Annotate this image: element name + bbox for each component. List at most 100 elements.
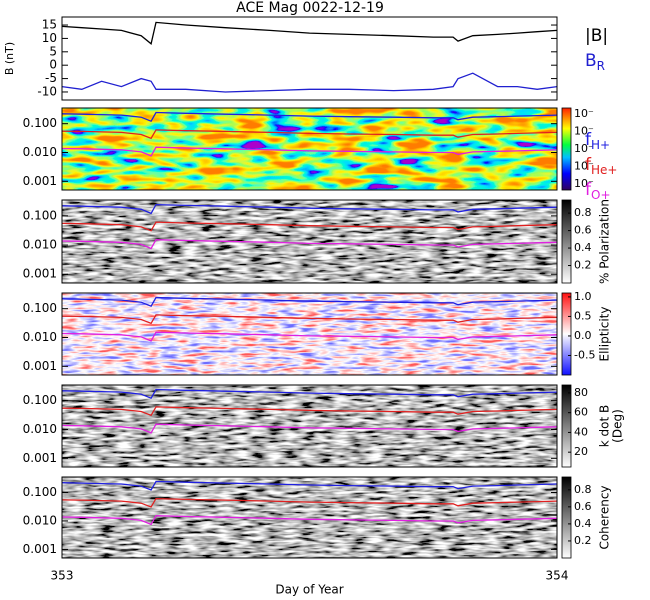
colorbar bbox=[561, 476, 572, 559]
colorbar-tick-label: 10⁻ bbox=[574, 125, 594, 138]
colorbar-tick-label: 10⁻ bbox=[574, 107, 594, 120]
y-tick-label: 0.001 bbox=[23, 451, 57, 465]
frequency-line bbox=[61, 239, 558, 250]
y-tick-label: 10 bbox=[42, 31, 57, 45]
colorbar bbox=[561, 292, 572, 376]
legend-subscript: R bbox=[597, 59, 605, 73]
y-tick-label: 15 bbox=[42, 18, 57, 32]
colorbar-tick-label: 0.2 bbox=[574, 259, 592, 272]
plot-frame bbox=[61, 107, 558, 191]
frequency-line bbox=[61, 146, 558, 157]
legend-label: B bbox=[585, 51, 597, 71]
spectrogram-texture bbox=[62, 108, 557, 190]
series-line bbox=[61, 21, 558, 45]
chart-title: ACE Mag 0022-12-19 bbox=[236, 0, 384, 16]
y-tick-label: 0.001 bbox=[23, 174, 57, 188]
frequency-line bbox=[61, 480, 558, 491]
colorbar-label: k dot B bbox=[598, 405, 612, 447]
legend-label: |B| bbox=[585, 26, 608, 46]
y-tick-label: -5 bbox=[45, 71, 57, 85]
colorbar-label: Coherency bbox=[598, 485, 612, 549]
colorbar-tick-label: 0.4 bbox=[574, 517, 592, 530]
frequency-line bbox=[61, 331, 558, 342]
colorbar-tick-label: 0.5 bbox=[574, 309, 592, 322]
legend-entry: fO+ bbox=[585, 180, 611, 202]
colorbar-tick-label: 0.8 bbox=[574, 206, 592, 219]
y-tick-label: 0.001 bbox=[23, 267, 57, 281]
colorbar bbox=[561, 107, 572, 191]
x-tick-label: 354 bbox=[546, 569, 569, 583]
colorbar-tick-label: 10⁻ bbox=[574, 142, 594, 155]
frequency-line bbox=[61, 423, 558, 434]
colorbar-tick-label: 80 bbox=[574, 386, 588, 399]
colorbar-tick-label: 40 bbox=[574, 425, 588, 438]
spectrogram-texture bbox=[62, 293, 557, 375]
colorbar-tick-label: 0.8 bbox=[574, 483, 592, 496]
y-tick-label: 0.100 bbox=[23, 485, 57, 499]
legend-subscript: He+ bbox=[591, 163, 617, 177]
y-tick-label: 0.100 bbox=[23, 208, 57, 222]
y-tick-label: 0.010 bbox=[23, 422, 57, 436]
colorbar-tick-label: 20 bbox=[574, 445, 588, 458]
legend-subscript: H+ bbox=[591, 138, 610, 152]
y-tick-label: 5 bbox=[49, 44, 57, 58]
colorbar bbox=[561, 384, 572, 468]
colorbar-tick-label: 60 bbox=[574, 406, 588, 419]
legend-label: f bbox=[585, 155, 592, 175]
frequency-line bbox=[61, 497, 558, 508]
colorbar-tick-label: 0.2 bbox=[574, 534, 592, 547]
legend-label: f bbox=[585, 130, 592, 150]
frequency-line bbox=[61, 296, 558, 308]
y-tick-label: 0.100 bbox=[23, 301, 57, 315]
colorbar-tick-label: 0.6 bbox=[574, 500, 592, 513]
y-tick-label: 0.001 bbox=[23, 359, 57, 373]
legend-subscript: O+ bbox=[591, 188, 611, 202]
plot-frame bbox=[61, 292, 558, 376]
x-axis-label: Day of Year bbox=[275, 583, 343, 597]
legend-entry: fHe+ bbox=[585, 155, 617, 177]
plot-frame bbox=[61, 476, 558, 559]
legend-label: f bbox=[585, 180, 592, 200]
y-tick-label: 0.010 bbox=[23, 513, 57, 527]
colorbar-tick-label: 10⁻ bbox=[574, 177, 594, 190]
colorbar-label: (Deg) bbox=[611, 409, 625, 443]
y-axis-label: B (nT) bbox=[3, 42, 16, 75]
colorbar-tick-label: 0.4 bbox=[574, 241, 592, 254]
plot-frame bbox=[61, 384, 558, 468]
spectrogram-texture bbox=[62, 477, 557, 558]
y-tick-label: 0.010 bbox=[23, 330, 57, 344]
series-line bbox=[61, 72, 558, 93]
x-tick-label: 353 bbox=[51, 569, 74, 583]
legend-entry: fH+ bbox=[585, 130, 610, 152]
frequency-line bbox=[61, 129, 558, 140]
y-tick-label: 0.100 bbox=[23, 393, 57, 407]
frequency-line bbox=[61, 515, 558, 526]
legend-entry: BR bbox=[585, 51, 605, 73]
colorbar-tick-label: -0.5 bbox=[574, 348, 595, 361]
frequency-line bbox=[61, 314, 558, 325]
frequency-line bbox=[61, 111, 558, 123]
colorbar-label: % Polarization bbox=[598, 199, 612, 284]
y-tick-label: 0.010 bbox=[23, 238, 57, 252]
colorbar bbox=[561, 199, 572, 284]
y-tick-label: 0.100 bbox=[23, 116, 57, 130]
frequency-line bbox=[61, 388, 558, 400]
spectrogram-texture bbox=[62, 385, 557, 467]
frequency-line bbox=[61, 203, 558, 215]
plot-frame bbox=[61, 16, 558, 101]
y-tick-label: -10 bbox=[37, 84, 57, 98]
frequency-line bbox=[61, 221, 558, 232]
colorbar-label: Ellipticity bbox=[598, 307, 612, 362]
plot-frame bbox=[61, 199, 558, 284]
y-tick-label: 0.001 bbox=[23, 542, 57, 556]
colorbar-tick-label: 10⁻ bbox=[574, 160, 594, 173]
colorbar-tick-label: 1.0 bbox=[574, 290, 592, 303]
legend-entry: |B| bbox=[585, 26, 608, 46]
y-tick-label: 0 bbox=[49, 58, 57, 72]
y-tick-label: 0.010 bbox=[23, 145, 57, 159]
colorbar-tick-label: 0.6 bbox=[574, 224, 592, 237]
colorbar-tick-label: 0.0 bbox=[574, 329, 592, 342]
frequency-line bbox=[61, 406, 558, 417]
spectrogram-texture bbox=[62, 200, 557, 283]
